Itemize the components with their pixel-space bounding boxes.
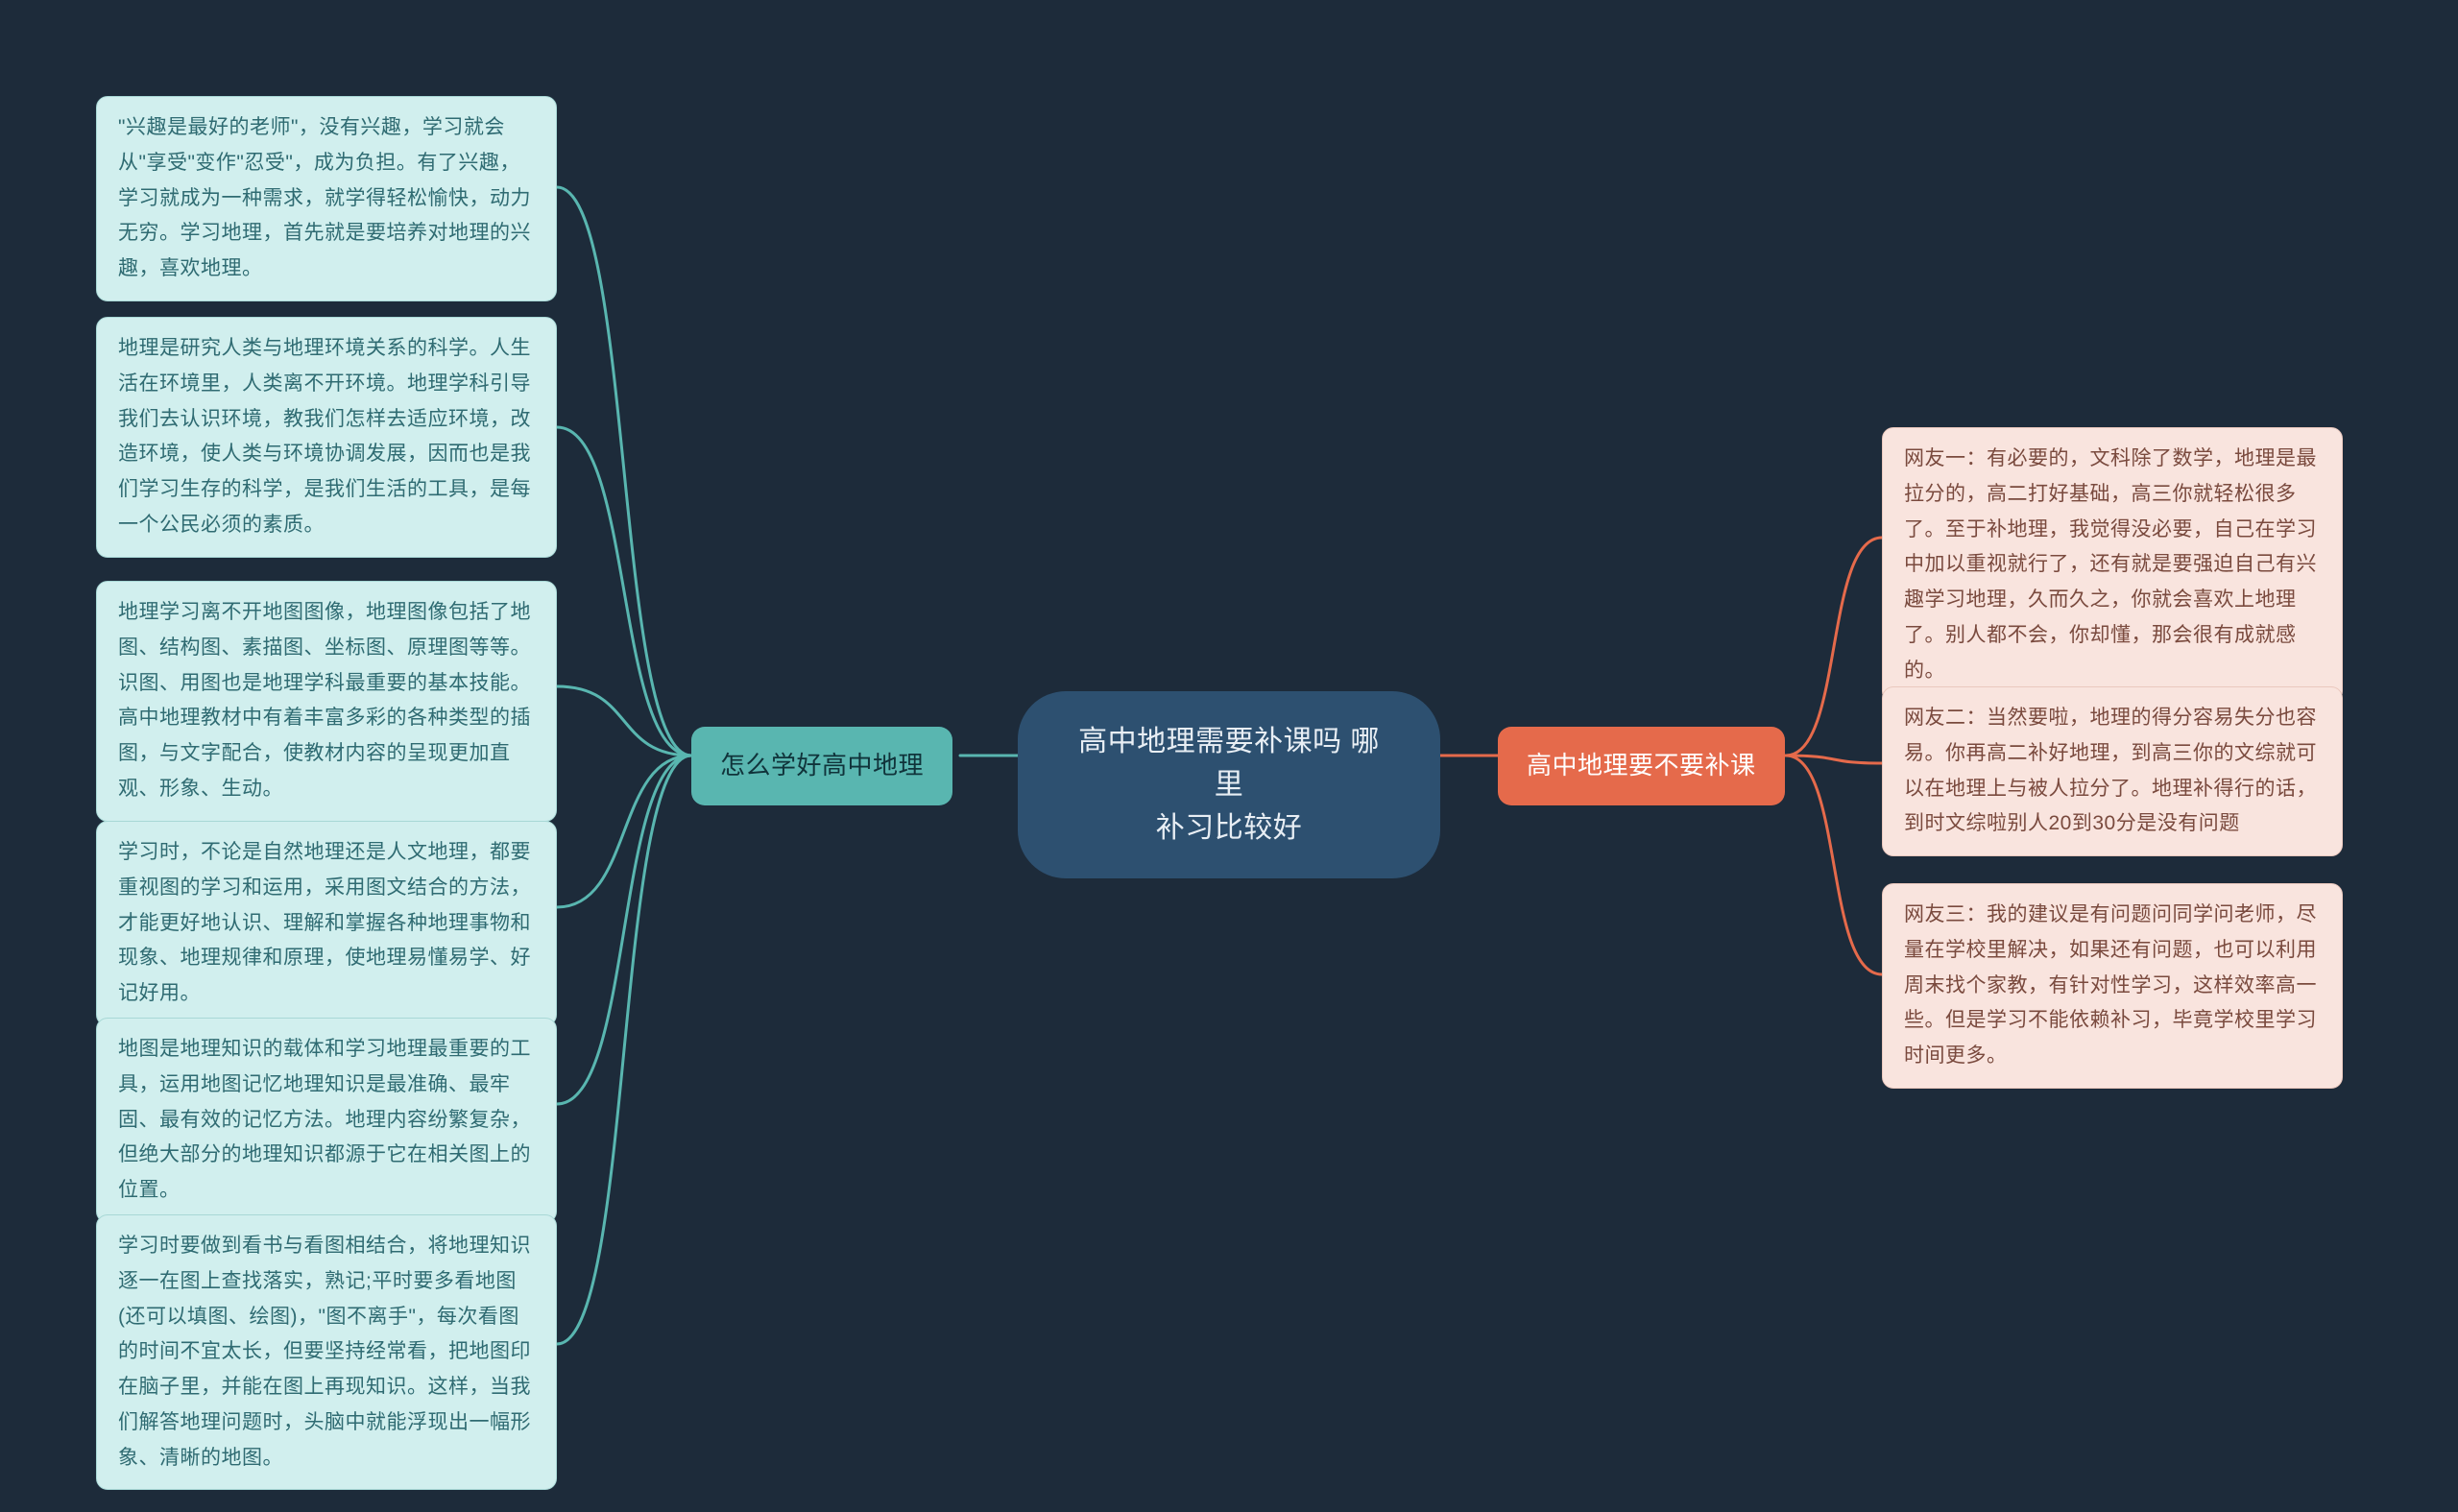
left-branch-label: 怎么学好高中地理: [720, 751, 924, 780]
right-leaf-0[interactable]: 网友一：有必要的，文科除了数学，地理是最拉分的，高二打好基础，高三你就轻松很多了…: [1882, 427, 2343, 703]
right-leaf-1[interactable]: 网友二：当然要啦，地理的得分容易失分也容易。你再高二补好地理，到高三你的文综就可…: [1882, 686, 2343, 856]
root-line1: 高中地理需要补课吗 哪里: [1066, 720, 1392, 806]
right-leaf-2[interactable]: 网友三：我的建议是有问题问同学问老师，尽量在学校里解决，如果还有问题，也可以利用…: [1882, 883, 2343, 1089]
left-leaf-2[interactable]: 地理学习离不开地图图像，地理图像包括了地图、结构图、素描图、坐标图、原理图等等。…: [96, 581, 557, 822]
left-branch-node[interactable]: 怎么学好高中地理: [691, 727, 952, 805]
left-leaf-5[interactable]: 学习时要做到看书与看图相结合，将地理知识逐一在图上查找落实，熟记;平时要多看地图…: [96, 1214, 557, 1490]
left-leaf-4[interactable]: 地图是地理知识的载体和学习地理最重要的工具，运用地图记忆地理知识是最准确、最牢固…: [96, 1018, 557, 1223]
root-node[interactable]: 高中地理需要补课吗 哪里 补习比较好: [1018, 691, 1440, 878]
left-leaf-0[interactable]: "兴趣是最好的老师"，没有兴趣，学习就会从"享受"变作"忍受"，成为负担。有了兴…: [96, 96, 557, 301]
left-leaf-3[interactable]: 学习时，不论是自然地理还是人文地理，都要重视图的学习和运用，采用图文结合的方法，…: [96, 821, 557, 1026]
root-line2: 补习比较好: [1066, 806, 1392, 850]
left-leaf-1[interactable]: 地理是研究人类与地理环境关系的科学。人生活在环境里，人类离不开环境。地理学科引导…: [96, 317, 557, 558]
right-branch-label: 高中地理要不要补课: [1527, 751, 1756, 780]
right-branch-node[interactable]: 高中地理要不要补课: [1498, 727, 1785, 805]
